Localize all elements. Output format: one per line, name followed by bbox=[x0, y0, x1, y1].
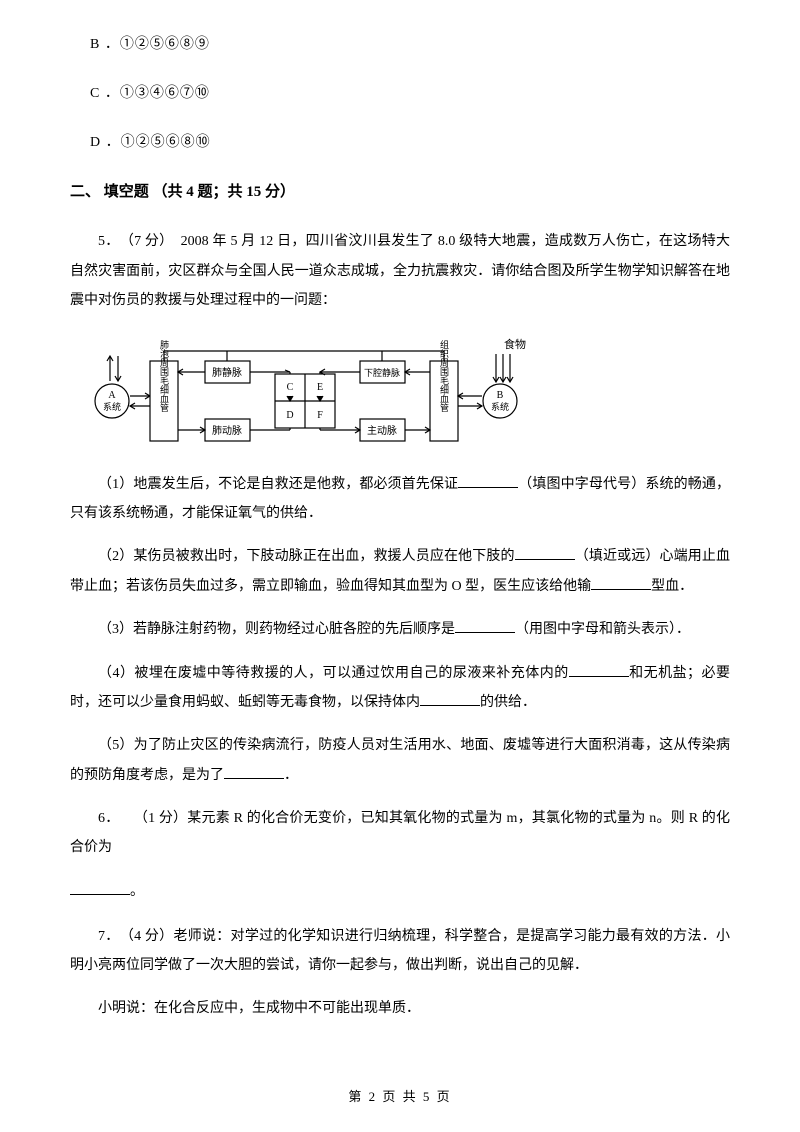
q5-sub5-text-b: ． bbox=[284, 768, 298, 783]
q6-blank-line: 。 bbox=[70, 877, 730, 908]
circulation-diagram: A 系统 肺泡周围毛细血管 肺静脉 肺动脉 bbox=[90, 326, 540, 456]
blank bbox=[458, 474, 518, 488]
blank bbox=[420, 692, 480, 706]
svg-text:食物: 食物 bbox=[504, 337, 526, 351]
q5-sub4: （4）被埋在废墟中等待救援的人，可以通过饮用自己的尿液来补充体内的和无机盐；必要… bbox=[70, 659, 730, 718]
svg-text:A: A bbox=[108, 390, 116, 401]
svg-text:下腔静脉: 下腔静脉 bbox=[364, 367, 400, 378]
q7-sub: 小明说：在化合反应中，生成物中不可能出现单质． bbox=[70, 994, 730, 1023]
svg-text:C: C bbox=[287, 382, 294, 393]
svg-text:D: D bbox=[286, 410, 293, 421]
q5-sub1: （1）地震发生后，不论是自救还是他救，都必须首先保证（填图中字母代号）系统的畅通… bbox=[70, 470, 730, 529]
blank bbox=[515, 546, 575, 560]
q5-sub5-text-a: （5）为了防止灾区的传染病流行，防疫人员对生活用水、地面、废墟等进行大面积消毒，… bbox=[70, 738, 730, 782]
svg-text:E: E bbox=[317, 382, 323, 393]
svg-text:肺动脉: 肺动脉 bbox=[212, 424, 242, 437]
svg-text:B: B bbox=[497, 390, 504, 401]
svg-text:主动脉: 主动脉 bbox=[367, 424, 397, 437]
q6-text-a: 6． （1 分）某元素 R 的化合价无变价，已知其氧化物的式量为 m，其氯化物的… bbox=[70, 811, 730, 855]
blank bbox=[591, 576, 651, 590]
blank bbox=[455, 619, 515, 633]
q6-text-b: 。 bbox=[130, 884, 144, 899]
q5-sub2-text-a: （2）某伤员被救出时，下肢动脉正在出血，救援人员应在他下肢的 bbox=[98, 549, 515, 564]
q7-intro: 7． （4 分）老师说：对学过的化学知识进行归纳梳理，科学整合，是提高学习能力最… bbox=[70, 922, 730, 981]
q5-intro: 5． （7 分） 2008 年 5 月 12 日，四川省汶川县发生了 8.0 级… bbox=[70, 227, 730, 315]
svg-text:F: F bbox=[317, 410, 323, 421]
blank bbox=[224, 765, 284, 779]
option-c: C ．①③④⑥⑦⑩ bbox=[90, 79, 730, 110]
q6: 6． （1 分）某元素 R 的化合价无变价，已知其氧化物的式量为 m，其氯化物的… bbox=[70, 804, 730, 863]
svg-text:肺静脉: 肺静脉 bbox=[212, 366, 242, 379]
page-footer: 第 2 页 共 5 页 bbox=[0, 1083, 800, 1112]
q5-sub3: （3）若静脉注射药物，则药物经过心脏各腔的先后顺序是 （用图中字母和箭头表示）． bbox=[70, 615, 730, 644]
blank bbox=[569, 663, 629, 677]
q5-sub2-text-c: 型血． bbox=[651, 579, 693, 594]
q5-sub3-text-a: （3）若静脉注射药物，则药物经过心脏各腔的先后顺序是 bbox=[98, 622, 455, 637]
q5-sub3-text-b: （用图中字母和箭头表示）． bbox=[515, 622, 690, 637]
section-2-title: 二、 填空题 （共 4 题；共 15 分） bbox=[70, 176, 730, 209]
q5-sub1-text-a: （1）地震发生后，不论是自救还是他救，都必须首先保证 bbox=[98, 477, 458, 492]
q5-sub2: （2）某伤员被救出时，下肢动脉正在出血，救援人员应在他下肢的（填近或远）心端用止… bbox=[70, 542, 730, 601]
option-b: B ．①②⑤⑥⑧⑨ bbox=[90, 30, 730, 61]
svg-text:组织周围毛细血管: 组织周围毛细血管 bbox=[439, 338, 449, 411]
blank bbox=[70, 881, 130, 895]
svg-text:系统: 系统 bbox=[103, 401, 121, 412]
q5-sub5: （5）为了防止灾区的传染病流行，防疫人员对生活用水、地面、废墟等进行大面积消毒，… bbox=[70, 731, 730, 790]
q5-sub4-text-a: （4）被埋在废墟中等待救援的人，可以通过饮用自己的尿液来补充体内的 bbox=[98, 666, 569, 681]
option-d: D ．①②⑤⑥⑧⑩ bbox=[90, 128, 730, 159]
svg-text:系统: 系统 bbox=[491, 401, 509, 412]
q5-sub4-text-c: 的供给． bbox=[480, 695, 536, 710]
